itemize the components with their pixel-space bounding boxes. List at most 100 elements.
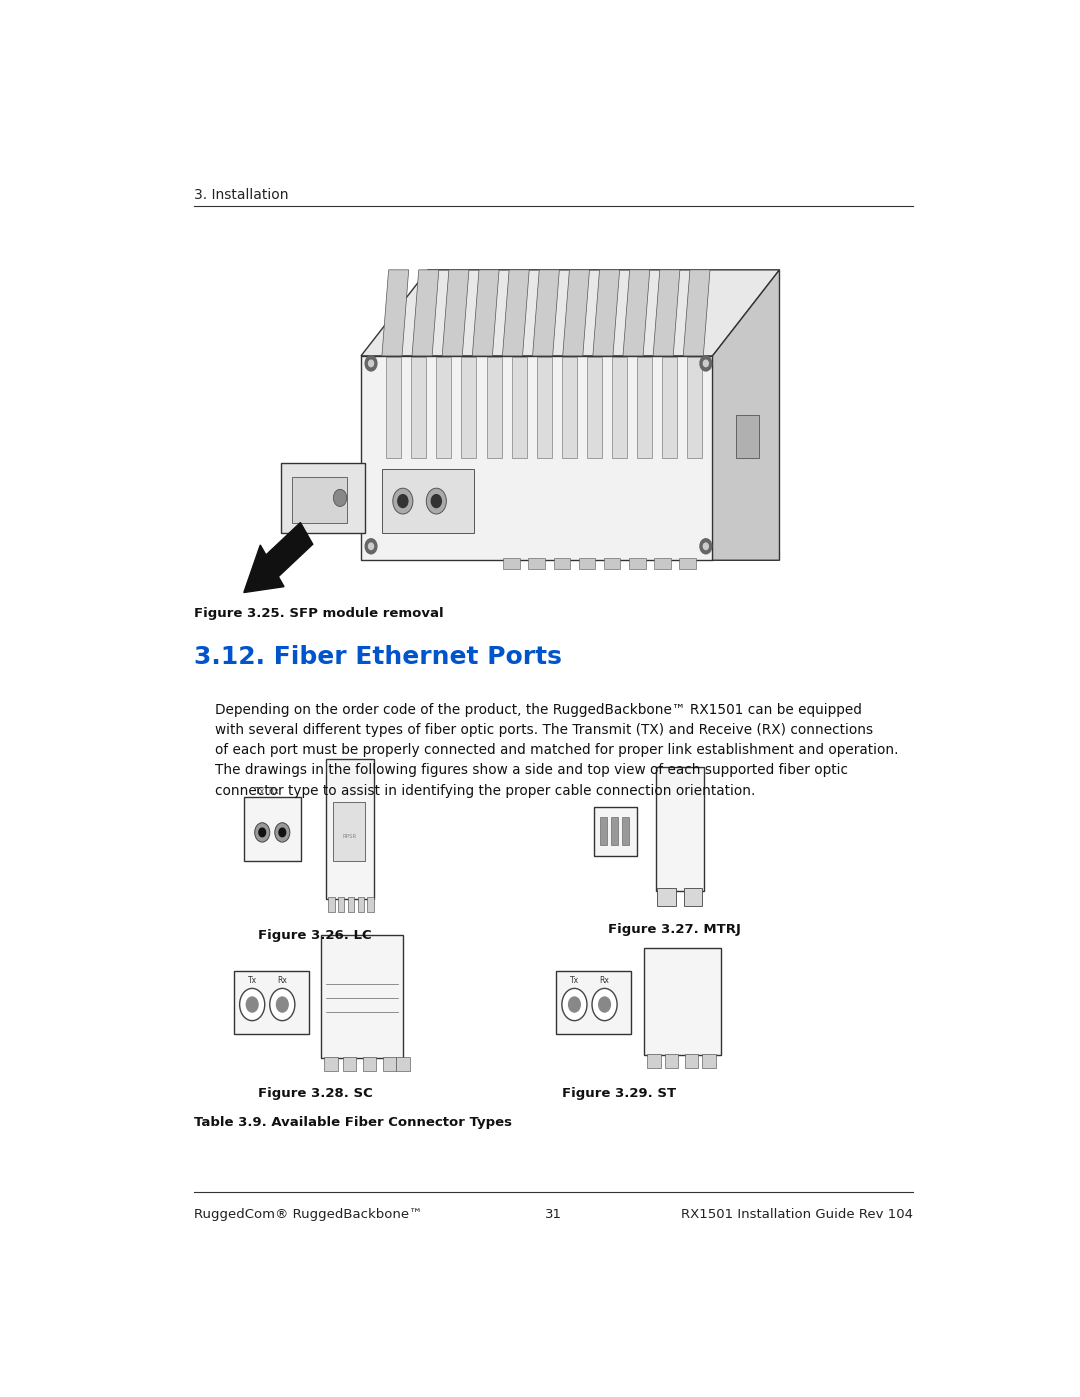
Circle shape [568,997,580,1011]
Text: Tx: Tx [247,977,257,985]
FancyBboxPatch shape [348,897,354,912]
Text: 3.12. Fiber Ethernet Ports: 3.12. Fiber Ethernet Ports [193,645,562,669]
Circle shape [562,989,588,1021]
FancyBboxPatch shape [554,559,570,569]
Text: RX1501 Installation Guide Rev 104: RX1501 Installation Guide Rev 104 [681,1208,914,1221]
Circle shape [427,488,446,514]
Text: Tx: Tx [570,977,579,985]
Text: Table 3.9. Available Fiber Connector Types: Table 3.9. Available Fiber Connector Typ… [193,1116,512,1129]
Polygon shape [472,270,499,356]
Text: RPSR: RPSR [343,834,357,840]
Circle shape [276,997,288,1011]
Circle shape [240,989,265,1021]
Circle shape [368,360,374,366]
FancyBboxPatch shape [396,1058,409,1071]
FancyBboxPatch shape [233,971,309,1034]
FancyBboxPatch shape [647,1053,661,1067]
FancyBboxPatch shape [562,358,577,458]
FancyBboxPatch shape [338,897,345,912]
FancyBboxPatch shape [611,817,618,845]
FancyBboxPatch shape [684,888,702,905]
Circle shape [703,360,708,366]
Text: 31: 31 [545,1208,562,1221]
Polygon shape [532,270,559,356]
FancyBboxPatch shape [604,559,620,569]
FancyBboxPatch shape [387,358,401,458]
FancyBboxPatch shape [556,971,632,1034]
FancyBboxPatch shape [334,802,365,862]
Circle shape [255,823,270,842]
FancyBboxPatch shape [486,358,501,458]
Circle shape [592,989,617,1021]
FancyBboxPatch shape [363,1058,376,1071]
FancyBboxPatch shape [293,478,347,522]
Text: Figure 3.26. LC: Figure 3.26. LC [258,929,372,942]
Text: Tx  Rx: Tx Rx [255,787,279,796]
FancyBboxPatch shape [629,559,646,569]
FancyBboxPatch shape [622,817,629,845]
FancyBboxPatch shape [656,767,704,890]
FancyBboxPatch shape [679,559,696,569]
Polygon shape [361,270,780,356]
FancyBboxPatch shape [612,358,627,458]
Circle shape [368,543,374,549]
Polygon shape [382,270,408,356]
FancyBboxPatch shape [436,358,451,458]
FancyBboxPatch shape [282,464,365,534]
FancyBboxPatch shape [503,559,521,569]
FancyBboxPatch shape [687,358,702,458]
FancyBboxPatch shape [537,358,552,458]
Text: Rx: Rx [278,977,287,985]
Polygon shape [442,270,469,356]
FancyBboxPatch shape [342,1058,356,1071]
Circle shape [334,489,347,507]
Circle shape [431,495,442,507]
Polygon shape [653,270,680,356]
Text: Depending on the order code of the product, the RuggedBackbone™ RX1501 can be eq: Depending on the order code of the produ… [215,703,897,798]
FancyBboxPatch shape [588,358,602,458]
FancyBboxPatch shape [461,358,476,458]
FancyBboxPatch shape [685,1053,699,1067]
Circle shape [703,543,708,549]
Circle shape [246,997,258,1011]
Circle shape [700,356,712,372]
Text: Figure 3.28. SC: Figure 3.28. SC [257,1087,373,1101]
FancyBboxPatch shape [512,358,527,458]
FancyBboxPatch shape [328,897,335,912]
Polygon shape [502,270,529,356]
Circle shape [397,495,408,507]
Text: Figure 3.25. SFP module removal: Figure 3.25. SFP module removal [193,606,443,619]
Circle shape [270,989,295,1021]
Polygon shape [684,270,710,356]
Circle shape [365,356,377,372]
FancyBboxPatch shape [367,897,374,912]
FancyBboxPatch shape [662,358,677,458]
FancyBboxPatch shape [528,559,545,569]
Circle shape [700,539,712,553]
FancyBboxPatch shape [600,817,607,845]
FancyBboxPatch shape [324,1058,338,1071]
FancyBboxPatch shape [361,356,713,560]
FancyBboxPatch shape [321,935,403,1059]
FancyBboxPatch shape [735,415,759,458]
Text: Figure 3.29. ST: Figure 3.29. ST [562,1087,676,1101]
Circle shape [274,823,289,842]
FancyBboxPatch shape [653,559,671,569]
Circle shape [279,828,285,837]
FancyBboxPatch shape [658,888,676,905]
Polygon shape [713,270,780,560]
FancyBboxPatch shape [382,469,474,534]
Text: RuggedCom® RuggedBackbone™: RuggedCom® RuggedBackbone™ [193,1208,422,1221]
Polygon shape [593,270,620,356]
Polygon shape [623,270,650,356]
Circle shape [365,539,377,553]
FancyBboxPatch shape [411,358,427,458]
Polygon shape [563,270,590,356]
FancyBboxPatch shape [644,947,721,1055]
FancyBboxPatch shape [637,358,652,458]
Text: Rx: Rx [599,977,609,985]
FancyArrow shape [244,522,313,592]
FancyBboxPatch shape [244,796,300,862]
Circle shape [598,997,610,1011]
FancyBboxPatch shape [665,1053,678,1067]
